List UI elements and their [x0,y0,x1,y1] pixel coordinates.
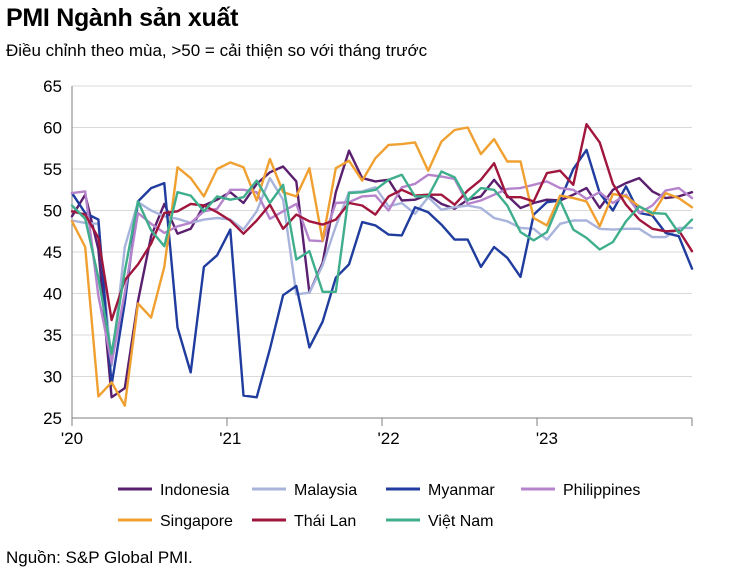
legend-label: Việt Nam [428,513,494,530]
y-tick-label: 50 [43,202,62,221]
legend-label: Thái Lan [294,513,356,530]
x-tick-label: '20 [61,429,83,448]
y-tick-label: 60 [43,119,62,138]
x-tick-label: '22 [378,429,400,448]
series-line-2 [70,148,694,399]
series-line-1 [70,176,694,367]
chart-subtitle: Điều chỉnh theo mùa, >50 = cải thiện so … [6,41,428,60]
y-tick-label: 30 [43,368,62,387]
series-line-5 [70,122,694,322]
legend-label: Indonesia [160,482,229,499]
y-tick-label: 40 [43,285,62,304]
series-line-3 [70,173,694,365]
legend-label: Singapore [160,513,233,530]
axes: 25 30 35 40 45 50 55 60 65 '20 '21 '22 '23 [43,77,693,448]
legend-label: Myanmar [428,482,495,499]
legend-label: Malaysia [294,482,357,499]
y-tick-label: 55 [43,160,62,179]
y-tick-label: 65 [43,77,62,96]
legend: Indonesia Malaysia Myanmar Philippines Singa… [118,482,640,530]
y-tick-label: 45 [43,243,62,262]
series-line-6 [70,170,694,356]
x-tick-label: '23 [536,429,558,448]
series-lines [70,122,694,407]
y-tick-label: 35 [43,326,62,345]
x-tick-label: '21 [219,429,241,448]
source-note: Nguồn: S&P Global PMI. [6,548,193,567]
chart-title: PMI Ngành sản xuất [6,4,239,32]
legend-label: Philippines [563,482,640,499]
series-line-4 [70,126,694,407]
y-tick-label: 25 [43,409,62,428]
